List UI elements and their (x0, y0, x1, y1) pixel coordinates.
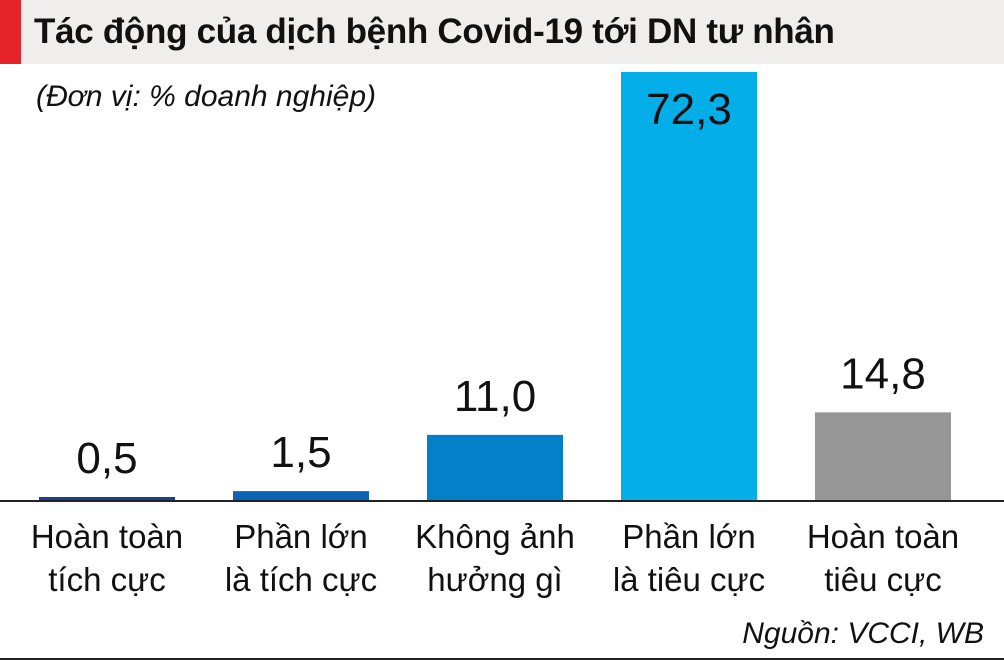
category-label-1-line-1: Hoàn toàn (31, 518, 183, 555)
category-label-3-line-1: Không ảnh (415, 518, 575, 555)
bar-3 (427, 434, 563, 500)
source-note: Nguồn: VCCI, WB (742, 617, 984, 650)
category-label-5-line-2: tiêu cực (824, 561, 941, 598)
category-label-4-line-1: Phần lớn (622, 518, 756, 555)
chart-title: Tác động của dịch bệnh Covid-19 tới DN t… (34, 12, 835, 51)
bar-2 (233, 491, 369, 500)
category-label-4-line-2: là tiêu cực (613, 561, 765, 598)
category-label-2-line-1: Phần lớn (234, 518, 368, 555)
category-label-1-line-2: tích cực (48, 561, 165, 598)
value-label-5: 14,8 (840, 349, 926, 398)
value-label-3: 11,0 (454, 372, 536, 421)
category-label-2-line-2: là tích cực (225, 561, 377, 598)
bar-chart: 0,5 Hoàn toàn tích cực 1,5 Phần lớn là tích c… (0, 72, 1004, 598)
unit-note: (Đơn vị: % doanh nghiệp) (36, 80, 376, 113)
bar-5 (815, 412, 951, 500)
value-label-2: 1,5 (270, 428, 331, 477)
title-bar: Tác động của dịch bệnh Covid-19 tới DN t… (0, 0, 1004, 64)
title-accent-bar (0, 0, 21, 64)
category-label-3-line-2: hưởng gì (427, 561, 562, 598)
category-label-5-line-1: Hoàn toàn (807, 518, 959, 555)
value-label-4: 72,3 (646, 85, 732, 134)
bottom-border (0, 658, 1004, 660)
bar-1 (39, 497, 175, 500)
value-label-1: 0,5 (76, 434, 137, 483)
bar-4 (621, 72, 757, 500)
